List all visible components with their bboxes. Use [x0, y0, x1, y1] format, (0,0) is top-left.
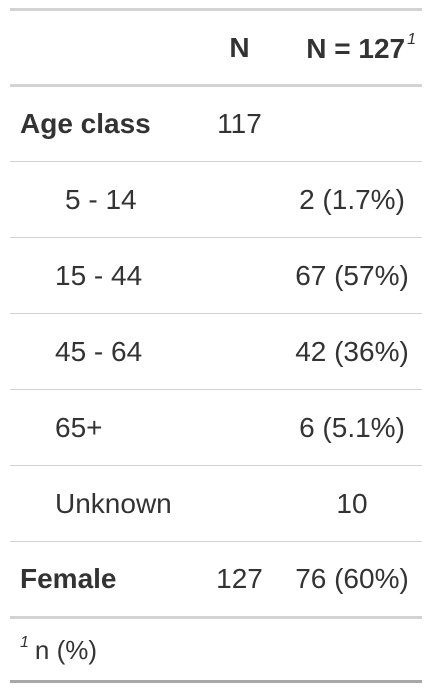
- header-label-cell: [10, 10, 197, 86]
- row-stat-female: 76 (60%): [295, 563, 409, 594]
- row-label-5-14: 5 - 14: [65, 183, 137, 215]
- table-row: Age class 117: [10, 86, 422, 162]
- row-label-female: Female: [20, 563, 117, 594]
- row-n-age-class: 117: [217, 108, 262, 139]
- row-n-female: 127: [216, 563, 263, 594]
- row-label-65-plus: 65+: [55, 411, 103, 443]
- summary-table: N N = 127 1 Age class 117 5 - 14 2 (1.7%)…: [10, 8, 422, 683]
- row-n-5-14: [197, 162, 282, 238]
- row-n-65-plus: [197, 390, 282, 466]
- row-label-15-44: 15 - 44: [55, 259, 143, 291]
- table-row: 5 - 14 2 (1.7%): [10, 162, 422, 238]
- header-row: N N = 127 1: [10, 9, 422, 86]
- header-footnote-marker: 1: [407, 30, 416, 48]
- footnote-cell: 1 n (%): [10, 618, 422, 682]
- footnote-marker: 1: [20, 633, 29, 651]
- footnote-text: n (%): [34, 634, 98, 665]
- row-stat-5-14: 2 (1.7%): [299, 183, 405, 215]
- footnote-row: 1 n (%): [10, 618, 422, 682]
- header-n-cell: N: [229, 31, 250, 63]
- table-row: Female 127 76 (60%): [10, 542, 422, 618]
- row-stat-65-plus: 6 (5.1%): [299, 411, 405, 443]
- row-n-45-64: [197, 314, 282, 390]
- row-label-unknown: Unknown: [55, 487, 172, 519]
- table-footer: 1 n (%): [10, 618, 422, 682]
- row-label-age-class: Age class: [20, 108, 151, 139]
- table-row: 15 - 44 67 (57%): [10, 238, 422, 314]
- header-stat-text: N = 127: [306, 32, 406, 64]
- row-stat-age-class: [282, 86, 422, 162]
- table-row: 65+ 6 (5.1%): [10, 390, 422, 466]
- table-body: Age class 117 5 - 14 2 (1.7%) 15 - 44 67…: [10, 86, 422, 618]
- table-row: 45 - 64 42 (36%): [10, 314, 422, 390]
- row-n-unknown: [197, 466, 282, 542]
- row-stat-15-44: 67 (57%): [295, 259, 409, 291]
- table-header: N N = 127 1: [10, 9, 422, 86]
- row-stat-45-64: 42 (36%): [295, 335, 409, 367]
- header-stat-cell: N = 127 1: [282, 10, 422, 86]
- row-stat-unknown: 10: [336, 487, 368, 519]
- summary-table-container: N N = 127 1 Age class 117 5 - 14 2 (1.7%)…: [10, 8, 422, 683]
- table-row: Unknown 10: [10, 466, 422, 542]
- row-n-15-44: [197, 238, 282, 314]
- row-label-45-64: 45 - 64: [55, 335, 143, 367]
